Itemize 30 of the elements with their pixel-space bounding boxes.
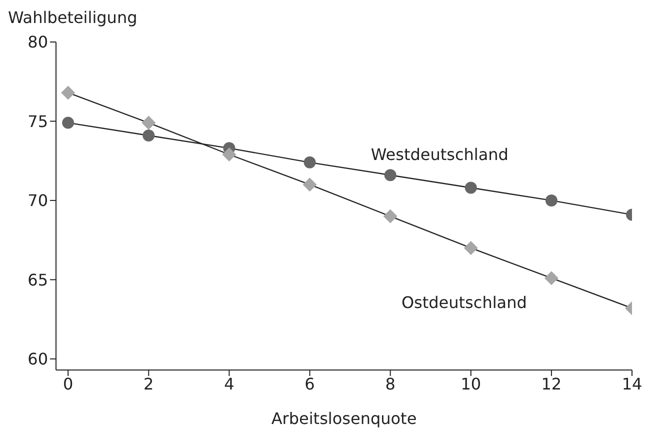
point xyxy=(544,271,558,286)
x-tick-label: 10 xyxy=(460,374,482,394)
x-tick-label: 14 xyxy=(622,374,642,394)
point xyxy=(304,156,316,168)
point xyxy=(302,178,317,192)
point xyxy=(464,182,477,194)
x-tick-label: 8 xyxy=(385,374,396,394)
point xyxy=(384,169,396,182)
y-tick-label: 75 xyxy=(28,112,48,131)
y-tick-label: 65 xyxy=(28,270,48,290)
x-axis-title: Arbeitslosenquote xyxy=(271,409,417,428)
y-tick-label: 70 xyxy=(28,191,48,210)
y-axis-title: Wahlbeteiligung xyxy=(8,8,138,27)
series-label: Ostdeutschland xyxy=(401,293,527,312)
series-label: Westdeutschland xyxy=(370,144,508,164)
x-tick-label: 0 xyxy=(62,374,74,394)
point xyxy=(222,148,236,162)
point xyxy=(142,129,155,142)
y-tick-label: 60 xyxy=(28,350,48,369)
point xyxy=(545,194,558,206)
x-tick-label: 12 xyxy=(541,374,562,394)
point xyxy=(383,209,398,224)
x-tick-label: 4 xyxy=(224,374,234,394)
x-tick-label: 6 xyxy=(304,374,315,394)
point xyxy=(62,116,74,129)
y-tick-label: 80 xyxy=(28,32,48,52)
point xyxy=(464,240,478,255)
point xyxy=(142,116,156,130)
x-tick-label: 2 xyxy=(144,374,154,394)
point xyxy=(61,86,76,100)
